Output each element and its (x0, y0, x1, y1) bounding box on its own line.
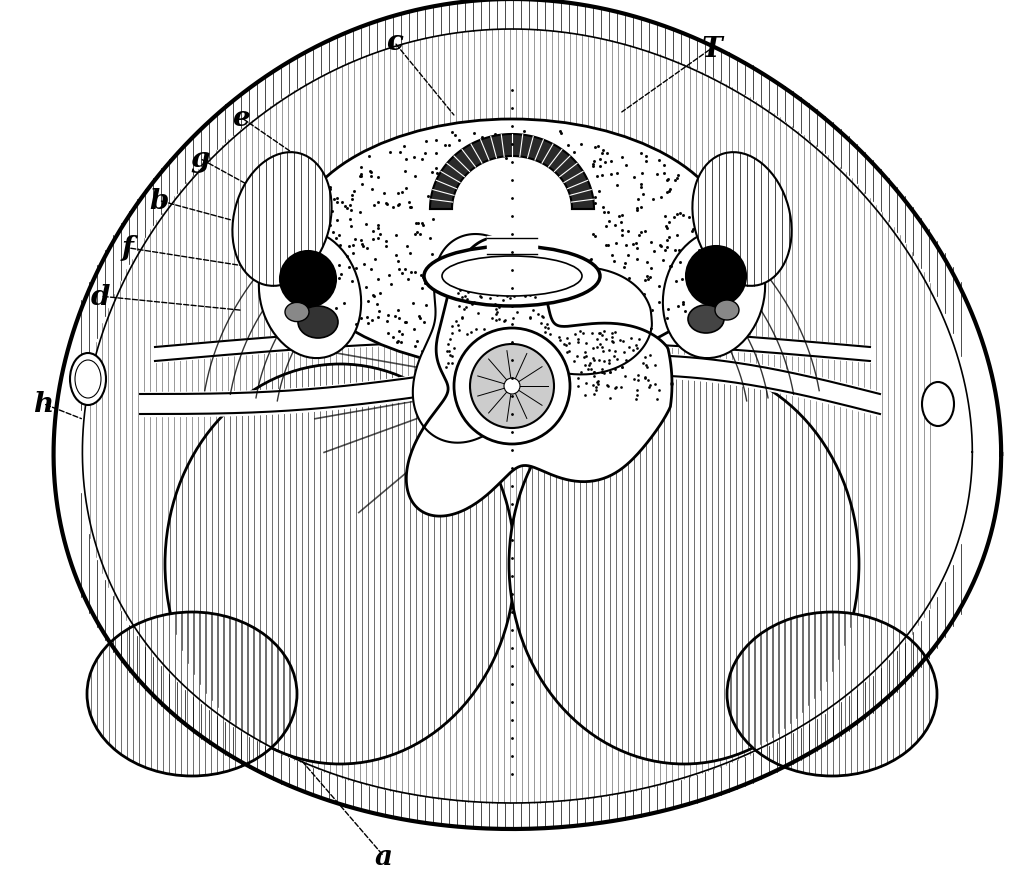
Ellipse shape (686, 247, 746, 307)
Text: e: e (231, 105, 250, 131)
Ellipse shape (292, 120, 732, 369)
Ellipse shape (87, 612, 297, 776)
Polygon shape (430, 135, 594, 210)
Ellipse shape (424, 247, 600, 307)
Text: d: d (91, 283, 110, 310)
Ellipse shape (280, 252, 336, 308)
Ellipse shape (504, 378, 520, 394)
Text: h: h (33, 391, 53, 417)
Ellipse shape (165, 365, 515, 764)
Ellipse shape (75, 360, 101, 399)
Ellipse shape (663, 231, 765, 358)
Ellipse shape (442, 257, 582, 297)
Text: T: T (701, 36, 722, 63)
Polygon shape (413, 235, 652, 443)
Ellipse shape (470, 344, 554, 428)
Ellipse shape (259, 231, 361, 358)
Polygon shape (53, 0, 1001, 829)
Ellipse shape (298, 307, 338, 339)
Text: c: c (386, 30, 402, 56)
Ellipse shape (715, 300, 739, 321)
Ellipse shape (70, 354, 106, 406)
Ellipse shape (232, 153, 332, 287)
Ellipse shape (285, 303, 309, 322)
Ellipse shape (692, 153, 792, 287)
Ellipse shape (688, 306, 724, 333)
Text: a: a (375, 843, 393, 870)
Ellipse shape (454, 329, 570, 444)
Polygon shape (407, 238, 672, 517)
Text: b: b (150, 188, 168, 215)
Text: g: g (190, 146, 209, 173)
Ellipse shape (727, 612, 937, 776)
Ellipse shape (922, 383, 954, 426)
Ellipse shape (509, 365, 859, 764)
Text: f: f (122, 235, 134, 262)
